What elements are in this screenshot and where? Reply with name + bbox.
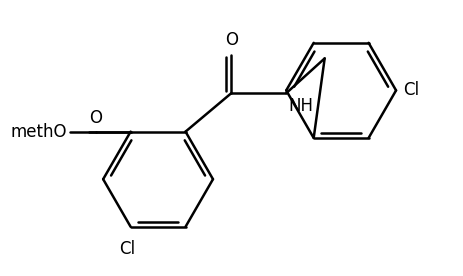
Text: NH: NH (288, 97, 313, 115)
Text: O: O (89, 109, 102, 127)
Text: O: O (224, 31, 238, 49)
Text: Cl: Cl (119, 240, 135, 258)
Text: Cl: Cl (402, 81, 419, 99)
Text: methO: methO (10, 123, 66, 141)
